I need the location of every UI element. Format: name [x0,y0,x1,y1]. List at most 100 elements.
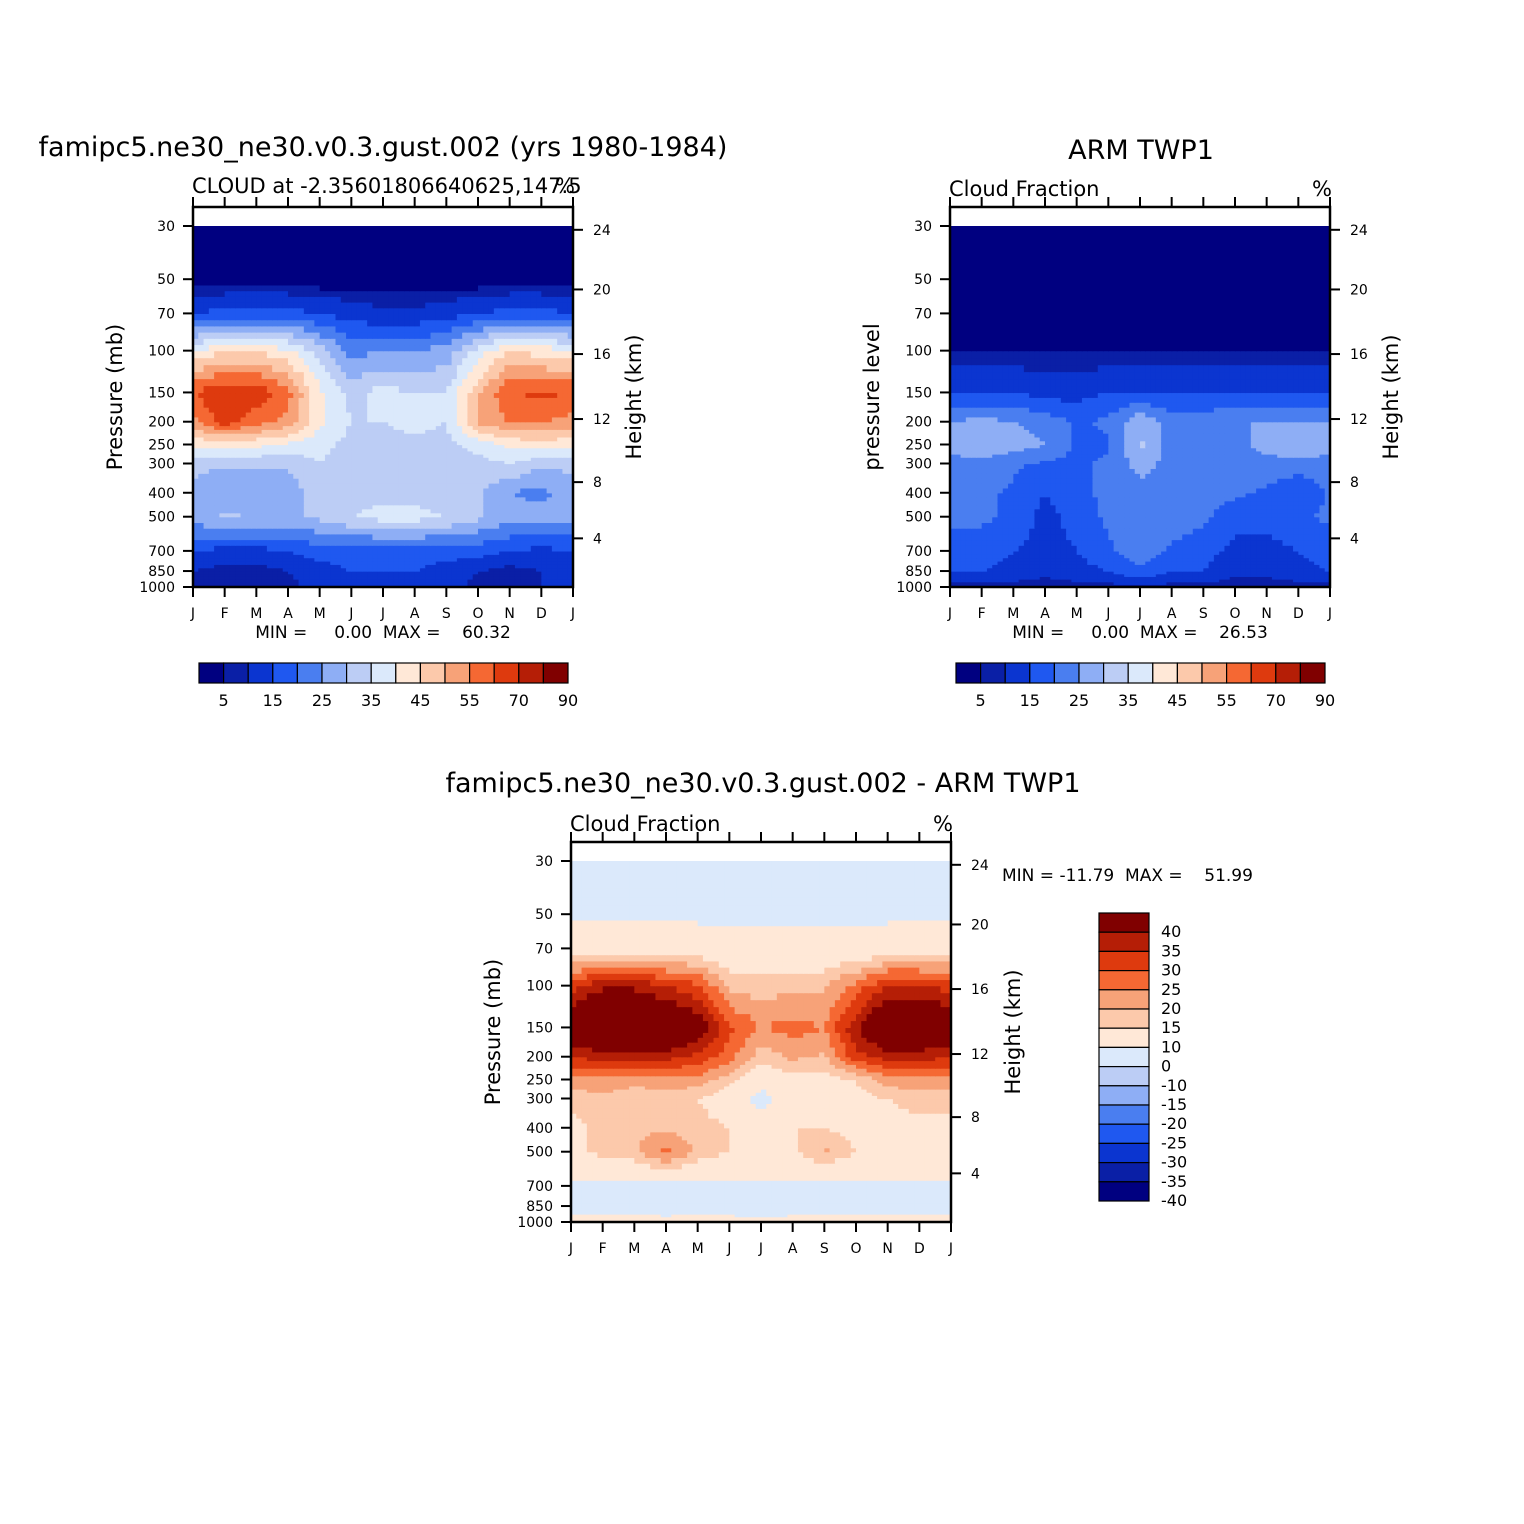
heatmap-cell [541,457,548,461]
heatmap-cell [346,411,352,418]
heatmap-cell [435,385,442,394]
heatmap-cell [499,296,505,303]
heatmap-cell [562,407,569,413]
heatmap-cell [414,450,421,455]
heatmap-cell [303,332,310,339]
heatmap-cell [514,296,521,303]
heatmap-cell [393,397,400,403]
heatmap-cell [488,402,495,408]
heatmap-cell [483,378,490,387]
heatmap-cell [309,385,315,394]
heatmap-cell [546,560,553,565]
heatmap-cell [361,512,368,518]
heatmap-cell [367,444,374,449]
heatmap-cell [435,344,442,352]
heatmap-cell [472,313,479,321]
heatmap-cell [235,290,242,297]
heatmap-cell [361,397,368,403]
heatmap-cell [319,478,326,484]
heatmap-cell [346,576,352,580]
heatmap-cell [462,579,469,583]
heatmap-cell [261,557,268,562]
heatmap-cell [414,557,421,562]
heatmap-cell [530,411,537,418]
heatmap-cell [499,261,505,271]
heatmap-cell [351,567,358,572]
heatmap-cell [472,302,479,309]
heatmap-cell [383,440,389,446]
heatmap-cell [266,416,273,423]
heatmap-cell [309,290,315,297]
heatmap-cell [282,429,289,434]
heatmap-cell [288,545,294,552]
heatmap-cell [435,508,442,514]
heatmap-cell [446,557,453,562]
heatmap-cell [435,350,442,359]
heatmap-cell [340,296,347,303]
heatmap-cell [340,457,347,461]
heatmap-cell [393,402,400,408]
heatmap-cell [451,378,458,387]
heatmap-cell [541,429,548,434]
heatmap-cell [340,516,347,523]
heatmap-cell [472,516,479,523]
heatmap-cell [504,579,511,583]
heatmap-cell [472,270,479,280]
heatmap-cell [251,444,257,449]
heatmap-cell [520,573,527,577]
heatmap-cell [377,450,384,455]
heatmap-cell [472,468,479,474]
heatmap-cell [229,290,236,297]
heatmap-cell [330,385,337,394]
heatmap-cell [367,573,374,577]
heatmap-cell [198,447,205,452]
heatmap-cell [509,421,516,427]
heatmap-cell [541,554,548,559]
heatmap-cell [372,392,379,398]
heatmap-cell [330,378,337,387]
heatmap-cell [309,579,315,583]
heatmap-cell [425,504,432,510]
heatmap-cell [240,332,247,339]
heatmap-cell [451,436,458,442]
heatmap-cell [536,444,542,449]
heatmap-cell [256,344,263,352]
heatmap-cell [488,454,495,458]
heatmap-cell [446,567,453,572]
heatmap-cell [198,252,205,263]
heatmap-cell [335,512,342,518]
heatmap-cell [282,371,289,380]
heatmap-cell [430,496,437,502]
heatmap-cell [425,416,432,423]
heatmap-cell [203,421,210,427]
heatmap-cell [351,522,358,529]
heatmap-cell [499,573,505,577]
heatmap-cell [456,504,463,510]
heatmap-cell [346,307,352,314]
heatmap-cell [245,454,252,458]
heatmap-cell [245,397,252,403]
heatmap-cell [383,512,389,518]
heatmap-cell [441,512,447,518]
heatmap-cell [393,450,400,455]
heatmap-cell [467,296,474,303]
heatmap-cell [361,385,368,394]
heatmap-cell [346,357,352,366]
heatmap-cell [419,554,426,559]
heatmap-cell [478,392,484,398]
heatmap-cell [219,397,226,403]
heatmap-cell [293,397,300,403]
heatmap-cell [536,436,542,442]
heatmap-cell [493,421,500,427]
heatmap-cell [472,528,479,535]
heatmap-cell [193,344,199,352]
heatmap-cell [404,307,410,314]
heatmap-cell [288,421,294,427]
heatmap-cell [409,468,416,474]
heatmap-cell [451,483,458,489]
heatmap-cell [546,554,553,559]
heatmap-cell [441,350,447,359]
heatmap-cell [409,483,416,489]
heatmap-cell [509,516,516,523]
heatmap-cell [530,500,537,506]
